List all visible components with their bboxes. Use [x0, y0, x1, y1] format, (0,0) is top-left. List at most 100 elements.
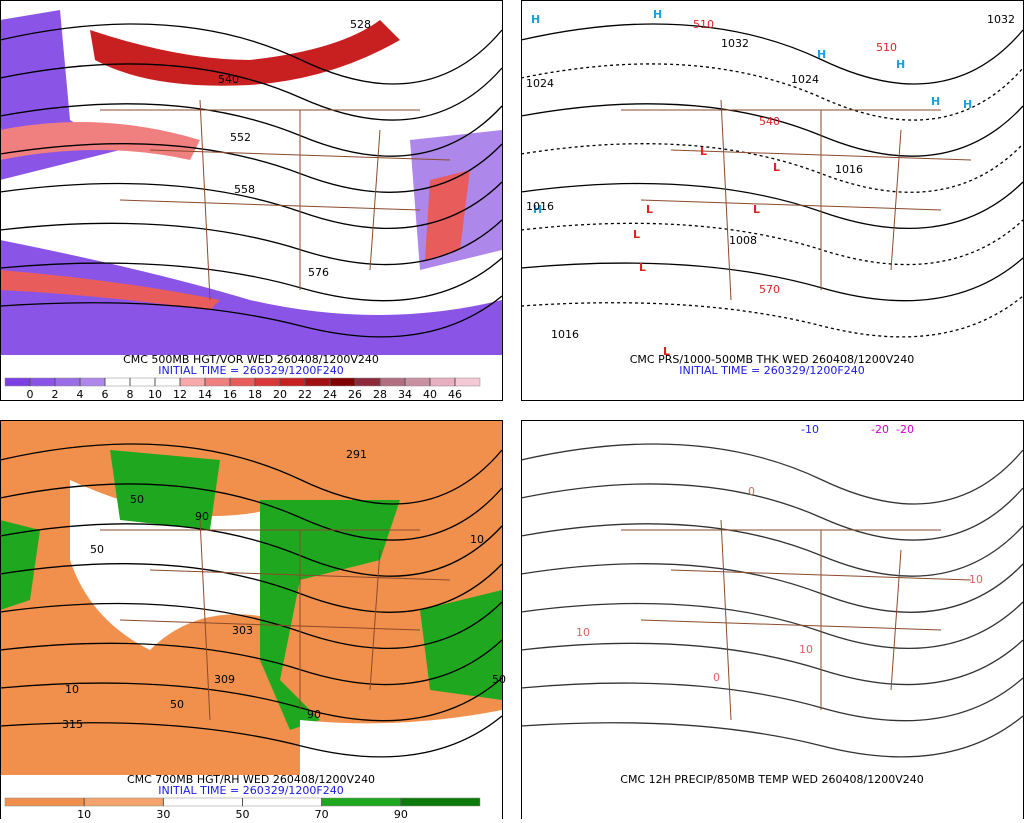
contour-label: 510 [876, 41, 897, 54]
contour [0, 563, 503, 613]
contour-label: L [753, 203, 760, 216]
colorbar-label: 10 [148, 388, 162, 401]
contour [0, 23, 503, 85]
colorbar-cell [229, 377, 256, 387]
colorbar-label: 22 [298, 388, 312, 401]
map-panel: 528 540 552 558 576 CMC 500MB HGT/VOR WED 260… [0, 0, 503, 401]
colorbar-cell [79, 377, 106, 387]
contour-label: 1032 [721, 37, 749, 50]
contour-label: 1016 [551, 328, 579, 341]
contour [520, 295, 1024, 338]
contour-label: 1024 [526, 77, 554, 90]
colorbar-label: 70 [315, 808, 329, 819]
caption: CMC 500MB HGT/VOR WED 260408/1200V240 [123, 353, 379, 366]
contour [520, 443, 1024, 505]
contour [0, 219, 503, 266]
contour-label: 10 [470, 533, 484, 546]
colorbar-label: 16 [223, 388, 237, 401]
colorbar-cell [54, 377, 81, 387]
vort-area [425, 170, 470, 260]
rh-area [110, 450, 220, 530]
colorbar-cell [321, 797, 402, 807]
contour [0, 257, 503, 302]
contour [520, 639, 1024, 686]
borders [621, 519, 972, 721]
contour-label: 50 [492, 673, 506, 686]
contour-label: 558 [234, 183, 255, 196]
contour [520, 103, 1024, 157]
colorbar-label: 46 [448, 388, 462, 401]
contour-label: 1032 [987, 13, 1015, 26]
contour-label: H [653, 8, 662, 21]
caption: CMC 12H PRECIP/850MB TEMP WED 260408/120… [620, 773, 923, 786]
contour-label: 540 [218, 73, 239, 86]
colorbar-cell [279, 377, 306, 387]
contour-label: 1016 [835, 163, 863, 176]
colorbar-label: 2 [52, 388, 59, 401]
colorbar-cell [354, 377, 381, 387]
colorbar-cell [129, 377, 156, 387]
contour-label: 90 [307, 708, 321, 721]
contour-label: 576 [308, 266, 329, 279]
contour [0, 523, 503, 577]
contour-label: 50 [170, 698, 184, 711]
colorbar-label: 18 [248, 388, 262, 401]
contour [0, 443, 503, 505]
contour-label: -20 [871, 423, 889, 436]
colorbar-label: 8 [127, 388, 134, 401]
colorbar-label: 30 [156, 808, 170, 819]
contour [0, 143, 503, 193]
contour-label: 528 [350, 18, 371, 31]
contour [0, 601, 503, 650]
colorbar-cell [4, 377, 31, 387]
colorbar-label: 50 [236, 808, 250, 819]
rh-area [70, 480, 300, 650]
contour [0, 103, 503, 157]
colorbar-label: 14 [198, 388, 212, 401]
vort-area [0, 240, 502, 355]
field [521, 420, 1023, 775]
colorbar-label: 34 [398, 388, 412, 401]
contour [0, 295, 503, 338]
contour [520, 601, 1024, 650]
colorbar-cell [83, 797, 164, 807]
contour-label: 1016 [526, 200, 554, 213]
map-panel: 291 50 90 50 303 309 315 10 50 90 10 50 CMC 700MB HG… [0, 420, 506, 821]
contour-label: 309 [214, 673, 235, 686]
colorbar-cell [404, 377, 431, 387]
initial-time: INITIAL TIME = 260329/1200F240 [158, 784, 343, 797]
contour-label: 0 [748, 485, 755, 498]
contour-label: L [773, 161, 780, 174]
contour-label: -10 [801, 423, 819, 436]
contour [520, 181, 1024, 230]
contour [520, 523, 1024, 577]
colorbar-cell [104, 377, 131, 387]
contour-label: 303 [232, 624, 253, 637]
colorbar-label: 90 [394, 808, 408, 819]
contour-label: H [817, 48, 826, 61]
colorbar-cell [304, 377, 331, 387]
contour-label: 10 [65, 683, 79, 696]
initial-time: INITIAL TIME = 260329/1200F240 [158, 364, 343, 377]
colorbar-cell [29, 377, 56, 387]
contour [0, 63, 503, 121]
contour [520, 715, 1024, 758]
colorbar-label: 4 [77, 388, 84, 401]
contour [520, 563, 1024, 613]
contour-label: 10 [576, 626, 590, 639]
contour [0, 715, 503, 758]
contour [520, 63, 1024, 121]
vort-area [0, 270, 220, 310]
colorbar-cell [4, 797, 85, 807]
colorbar-label: 26 [348, 388, 362, 401]
contour-label: 0 [713, 671, 720, 684]
contour-label: 540 [759, 115, 780, 128]
contour-label: H [531, 13, 540, 26]
initial-time: INITIAL TIME = 260329/1200F240 [679, 364, 864, 377]
caption: CMC 700MB HGT/RH WED 260408/1200V240 [127, 773, 375, 786]
rh-area [300, 710, 502, 775]
contour-label: 90 [195, 510, 209, 523]
contour-label: L [639, 261, 646, 274]
colorbar-label: 28 [373, 388, 387, 401]
caption: CMC PRS/1000-500MB THK WED 260408/1200V2… [630, 353, 915, 366]
